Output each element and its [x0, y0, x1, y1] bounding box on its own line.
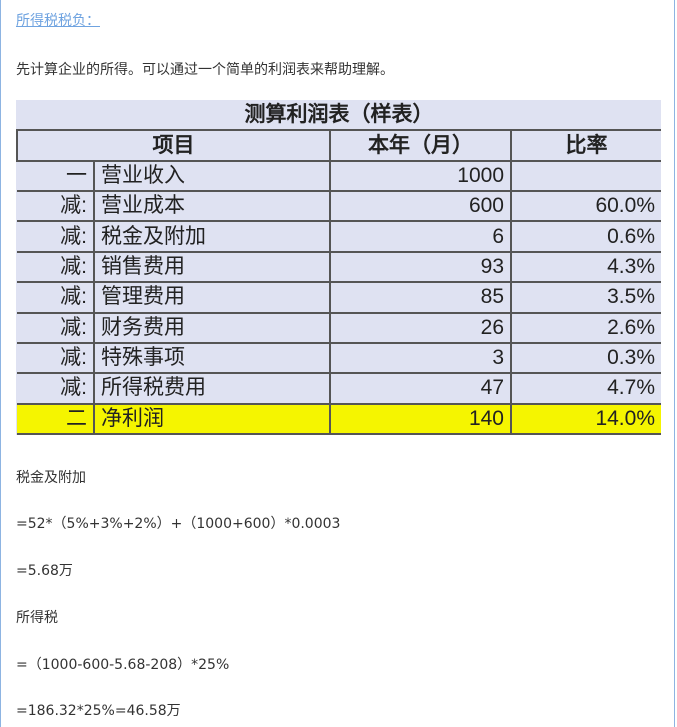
table-row: 减: 所得税费用 47 4.7% — [17, 372, 661, 405]
row-ratio — [510, 159, 661, 193]
header-item: 项目 — [16, 129, 331, 162]
text-line: 所得税 — [16, 610, 58, 626]
table-row: 减: 财务费用 26 2.6% — [17, 311, 661, 344]
intro-text: 先计算企业的所得。可以通过一个简单的利润表来帮助理解。 — [16, 62, 394, 78]
row-ratio: 4.3% — [510, 250, 661, 284]
profit-table-image: 测算利润表（样表） 项目 本年（月） 比率 一营业收入 1000 减: 营业成本 600… — [16, 100, 661, 436]
row-ratio: 60.0% — [510, 190, 661, 223]
result-line: =186.32*25%=46.58万 — [16, 703, 181, 719]
row-prefix: 减: — [17, 190, 95, 223]
row-item: 营业成本 — [93, 190, 331, 223]
row-item: 管理费用 — [93, 281, 331, 314]
row-item: 财务费用 — [93, 311, 331, 344]
row-item: 营业收入 — [93, 159, 331, 193]
table-row: 减: 营业成本 600 60.0% — [17, 190, 661, 223]
row-amount: 85 — [329, 281, 512, 314]
row-amount: 6 — [329, 220, 512, 253]
row-prefix: 减: — [17, 372, 95, 405]
row-amount: 93 — [329, 250, 512, 284]
row-amount: 3 — [329, 341, 512, 375]
heading-link[interactable]: 所得税税负： — [16, 13, 100, 29]
row-amount: 600 — [329, 190, 512, 223]
formula-line: =52*（5%+3%+2%）+（1000+600）*0.0003 — [16, 516, 341, 532]
row-amount: 26 — [329, 311, 512, 344]
header-amount: 本年（月） — [329, 129, 512, 162]
row-item: 特殊事项 — [93, 341, 331, 375]
table-row: 减: 特殊事项 3 0.3% — [17, 341, 661, 375]
row-amount: 140 — [329, 402, 512, 436]
row-prefix: 减: — [17, 281, 95, 314]
row-ratio: 3.5% — [510, 281, 661, 314]
row-ratio: 4.7% — [510, 372, 661, 405]
table-row: 一营业收入 1000 — [17, 159, 661, 193]
table-row: 减: 税金及附加 6 0.6% — [17, 220, 661, 253]
row-ratio: 0.6% — [510, 220, 661, 253]
row-amount: 1000 — [329, 159, 512, 193]
table-row: 减: 销售费用 93 4.3% — [17, 250, 661, 284]
table-row: 二净利润 140 14.0% — [17, 402, 661, 436]
row-prefix: 减: — [17, 220, 95, 253]
formula-line: =（1000-600-5.68-208）*25% — [16, 657, 230, 673]
row-item: 净利润 — [93, 402, 331, 436]
row-item: 所得税费用 — [93, 372, 331, 405]
row-ratio: 2.6% — [510, 311, 661, 344]
table-row: 减: 管理费用 85 3.5% — [17, 281, 661, 314]
row-prefix: 二 — [17, 402, 95, 436]
row-item: 税金及附加 — [93, 220, 331, 253]
row-prefix: 减: — [17, 341, 95, 375]
row-ratio: 0.3% — [510, 341, 661, 375]
row-ratio: 14.0% — [510, 402, 661, 436]
row-amount: 47 — [329, 372, 512, 405]
row-prefix: 一 — [17, 159, 95, 193]
row-item: 销售费用 — [93, 250, 331, 284]
text-line: 税金及附加 — [16, 470, 86, 486]
row-prefix: 减: — [17, 250, 95, 284]
row-prefix: 减: — [17, 311, 95, 344]
table-title: 测算利润表（样表） — [17, 100, 661, 132]
result-line: =5.68万 — [16, 563, 73, 579]
header-ratio: 比率 — [510, 129, 661, 162]
